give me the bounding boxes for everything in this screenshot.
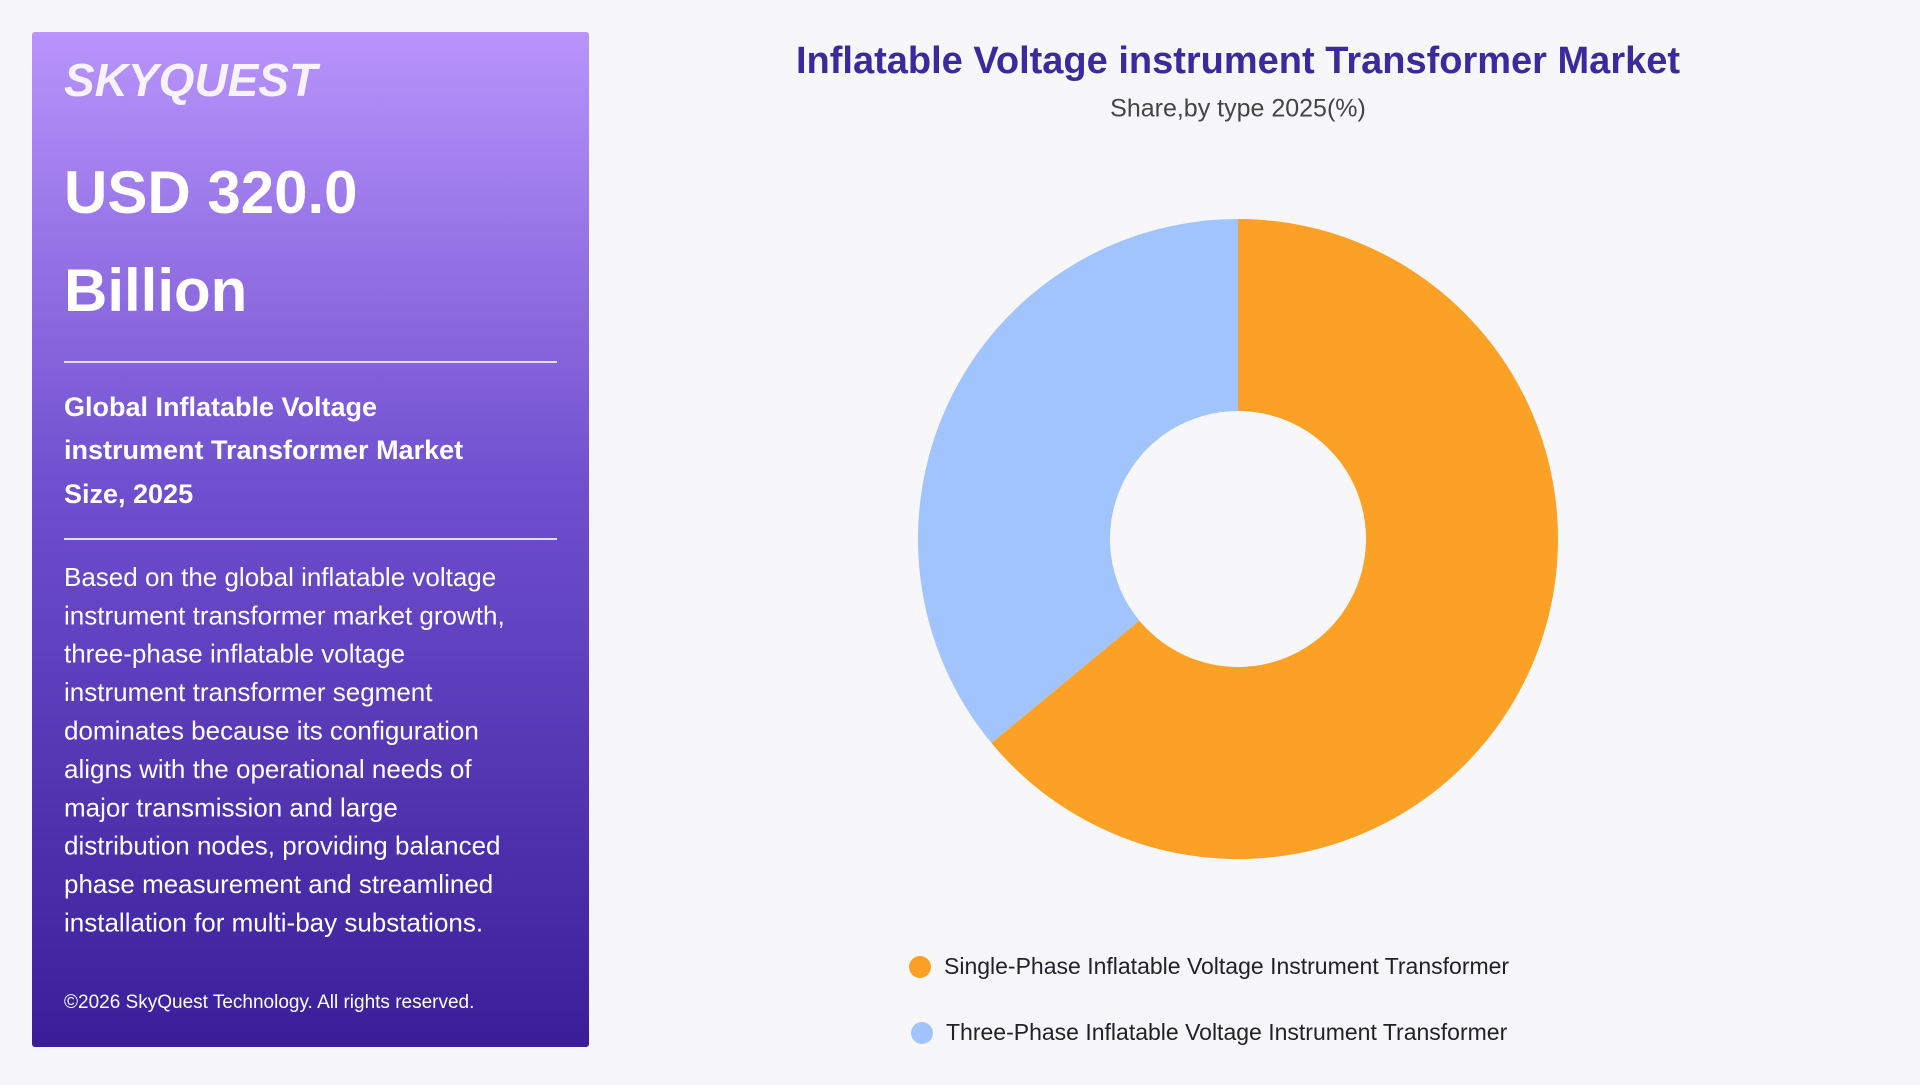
donut-slice [917, 219, 1238, 743]
description-line: three-phase inflatable voltage [64, 639, 405, 669]
chart-subtitle: Share,by type 2025(%) [1110, 95, 1366, 123]
legend-label: Single-Phase Inflatable Voltage Instrume… [944, 953, 1509, 979]
panel-subtitle: Global Inflatable Voltage [64, 392, 377, 422]
plot: Single-Phase Inflatable Voltage Instrume… [909, 219, 1558, 1045]
description-line: instrument transformer segment [64, 677, 433, 707]
footer: ©2026 SkyQuest Technology. All rights re… [64, 992, 474, 1013]
legend-swatch [911, 1022, 933, 1044]
description-line: phase measurement and streamlined [64, 869, 493, 899]
donut-slice [991, 219, 1558, 859]
description: Based on the global inflatable voltage in… [64, 562, 505, 938]
logo: SKYQUEST [64, 54, 321, 106]
panel-subtitle: Size, 2025 [64, 479, 193, 509]
description-line: dominates because its configuration [64, 715, 479, 745]
description-line: installation for multi-bay substations. [64, 907, 483, 937]
description-line: instrument transformer market growth, [64, 600, 505, 630]
headline: Billion [64, 257, 247, 324]
panel-subtitle: instrument Transformer Market [64, 435, 463, 465]
description-line: Based on the global inflatable voltage [64, 562, 496, 592]
description-line: distribution nodes, providing balanced [64, 831, 501, 861]
legend-swatch [909, 956, 931, 978]
description-line: major transmission and large [64, 792, 398, 822]
description-line: aligns with the operational needs of [64, 754, 472, 784]
chart-title: Inflatable Voltage instrument Transforme… [796, 40, 1680, 82]
legend-label: Three-Phase Inflatable Voltage Instrumen… [946, 1019, 1508, 1045]
headline: USD 320.0 [64, 159, 358, 226]
